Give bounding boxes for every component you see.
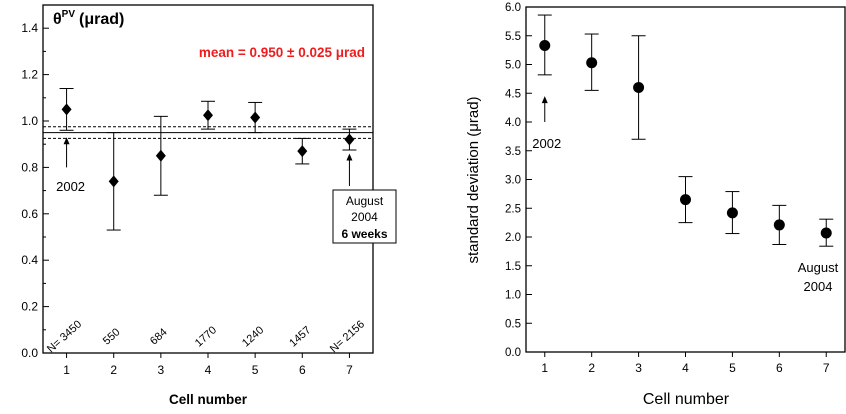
left-chart: 0.0 0.2 0.4 0.6 0.8 1.0 1.2 1.4 1 2 3 4 5 6 7 N= 3450… [21,4,397,407]
right-x-tick-label: 7 [823,361,830,375]
cell-count-label: N= 2156 [328,318,367,355]
cell-count-label: 550 [101,326,123,347]
left-y-tick-label: 0.6 [21,207,38,221]
cell-count-label: 1240 [240,324,266,349]
right-x-tick-label: 5 [729,361,736,375]
data-point-diamond [155,149,166,162]
data-point-diamond [108,175,119,188]
right-y-tick-label: 3.0 [505,175,521,187]
right-y-tick-label: 5.0 [505,60,521,72]
annotation-line-august: August [798,260,839,275]
right-y-tick-label: 3.5 [505,146,521,158]
right-x-tick-label: 2 [588,361,595,375]
right-y-tick-label: 0.0 [505,347,521,359]
left-y-tick-label: 1.2 [21,68,38,82]
right-y-tick-label: 2.0 [505,232,521,244]
right-y-tick-label: 1.5 [505,261,521,273]
right-y-tick-label: 4.0 [505,117,521,129]
right-y-tick-label: 5.5 [505,31,521,43]
right-x-axis-title: Cell number [643,391,730,408]
left-x-tick-label: 5 [252,363,259,377]
left-x-tick-label: 4 [205,363,212,377]
annotation-line-6-weeks: 6 weeks [341,227,387,241]
right-y-tick-label: 2.5 [505,203,521,215]
left-y-tick-label: 1.4 [21,21,38,35]
data-point-circle [633,82,645,93]
right-chart: 0.00.51.01.52.02.53.03.54.04.55.05.56.0 … [465,2,846,408]
annotation-label-2002: 2002 [56,179,85,194]
annotation-box-august-2004 [332,189,397,244]
left-x-tick-label: 3 [158,363,165,377]
left-x-tick-label: 1 [63,363,70,377]
annotation-label-2002: 2002 [532,136,561,151]
right-x-tick-label: 4 [682,361,689,375]
cell-count-label: 1457 [287,324,313,349]
right-y-tick-label: 1.0 [505,290,521,302]
data-point-circle [820,227,832,239]
annotation-arrowhead-august-2004 [346,153,353,161]
annotation-line-august: August [346,194,384,208]
data-point-circle [773,219,785,231]
left-x-axis-title: Cell number [169,392,248,407]
right-x-tick-label: 6 [776,361,783,375]
annotation-line-2004: 2004 [351,210,378,224]
cell-count-label: 1770 [193,324,219,349]
cell-count-label: N= 3450 [45,318,84,355]
left-y-tick-label: 0.4 [21,253,38,267]
data-point-diamond [250,111,261,124]
left-y-tick-label: 0.8 [21,160,38,174]
right-x-tick-label: 1 [541,361,548,375]
left-x-tick-label: 2 [110,363,117,377]
annotation-line-2004: 2004 [804,279,833,294]
cell-count-label: 684 [148,326,170,347]
left-chart-title: θPV (μrad) [53,9,124,28]
annotation-arrowhead-2002 [541,96,548,104]
annotation-arrowhead-2002 [63,137,70,145]
left-x-tick-label: 6 [299,363,306,377]
data-point-circle [586,57,598,69]
data-point-diamond [297,145,308,158]
right-y-tick-label: 4.5 [505,88,521,100]
data-point-circle [680,194,691,206]
right-x-tick-label: 3 [635,361,642,375]
left-x-tick-label: 7 [346,363,353,377]
right-y-tick-label: 6.0 [505,2,521,14]
right-y-tick-label: 0.5 [505,318,521,330]
right-y-axis-title: standard deviation (μrad) [465,96,482,263]
left-y-tick-label: 1.0 [21,114,38,128]
mean-label: mean = 0.950 ± 0.025 μrad [199,45,365,60]
left-y-tick-label: 0.2 [21,300,38,314]
data-point-diamond [203,109,213,122]
data-point-diamond [61,103,72,116]
left-y-tick-label: 0.0 [21,346,38,360]
data-point-circle [726,207,738,219]
data-point-diamond [344,133,355,146]
data-point-circle [539,40,551,52]
